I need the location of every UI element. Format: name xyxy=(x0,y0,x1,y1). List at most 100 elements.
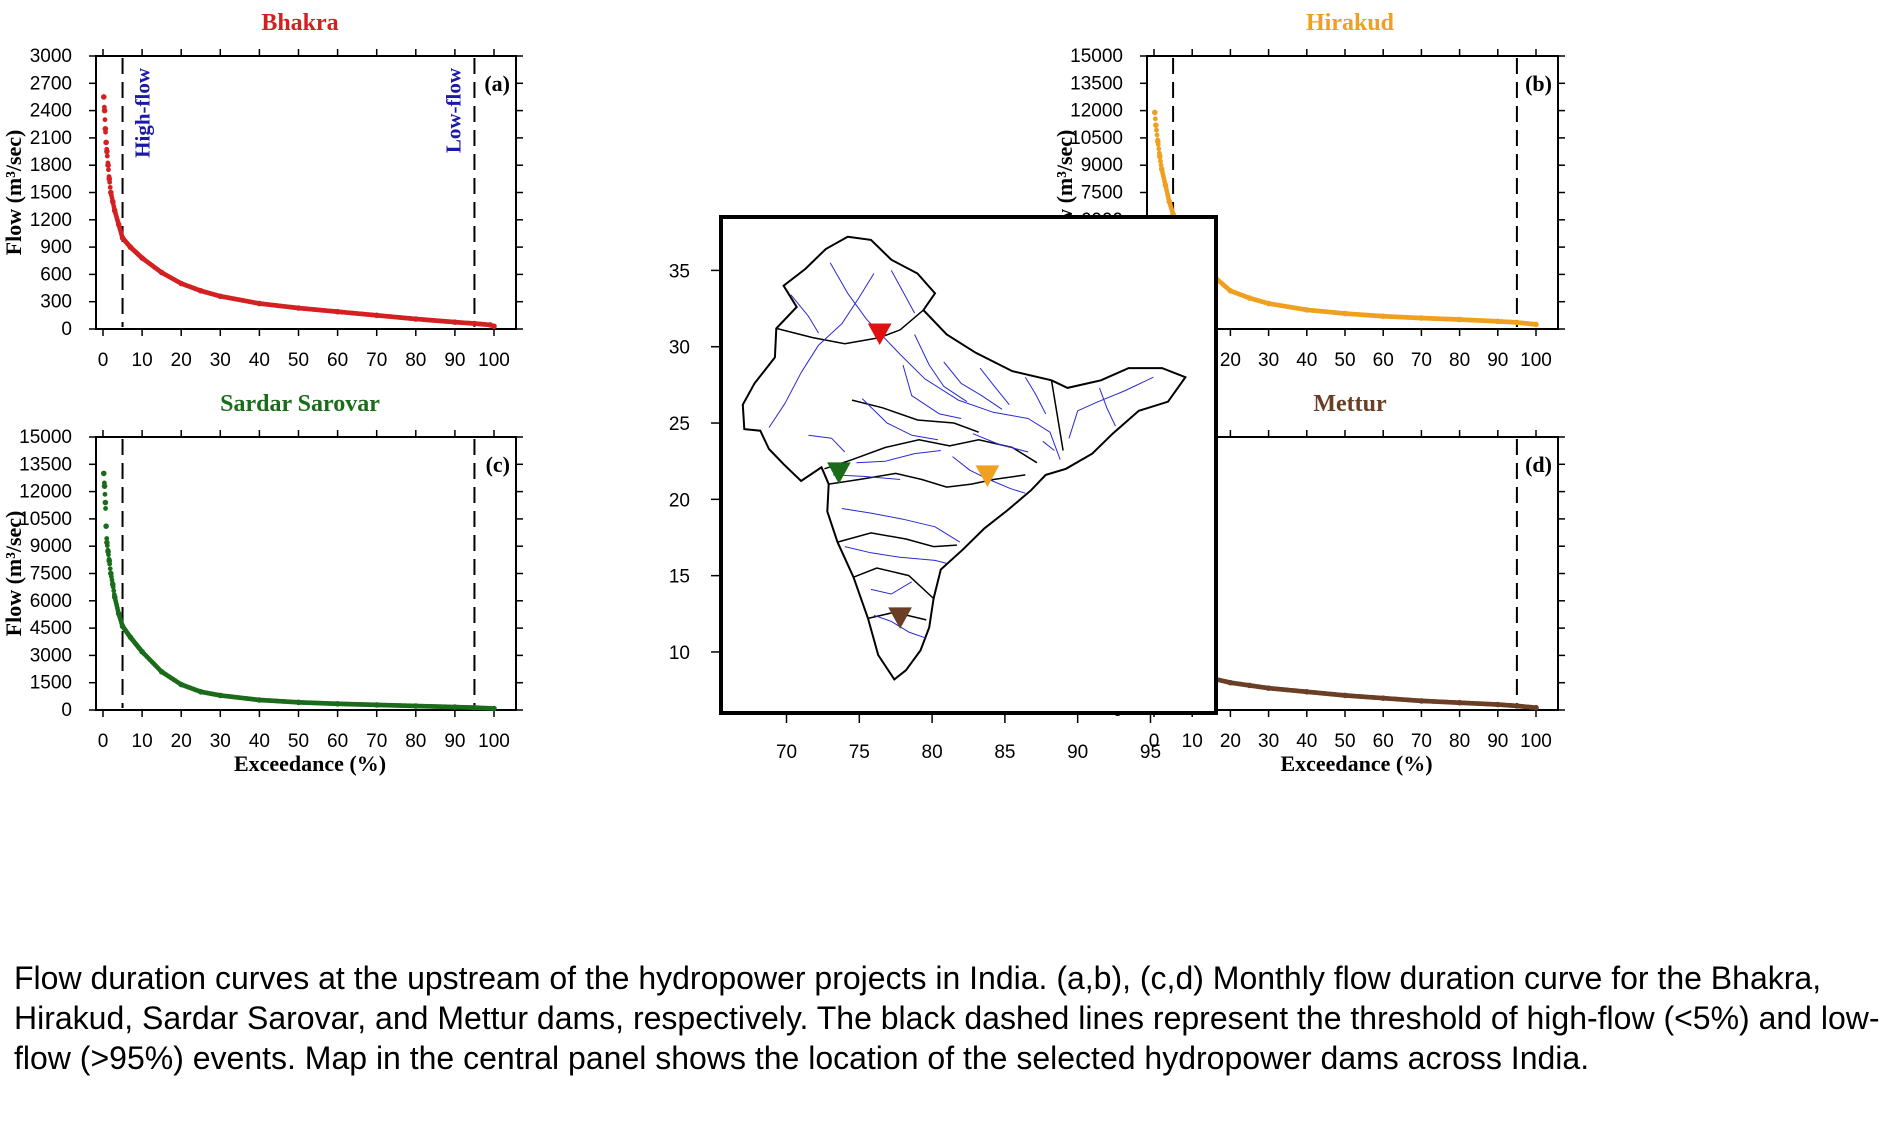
x-tick-label: 50 xyxy=(288,350,309,371)
panel-title: Bhakra xyxy=(261,10,338,36)
data-point xyxy=(119,235,126,241)
x-tick-label: 20 xyxy=(1220,731,1241,752)
x-tick-label: 40 xyxy=(1296,350,1317,371)
x-tick-label: 40 xyxy=(249,731,270,752)
data-point xyxy=(295,305,302,311)
curve-point xyxy=(102,491,108,497)
data-point xyxy=(1151,109,1158,116)
x-tick-label: 0 xyxy=(1149,731,1160,752)
curve-point xyxy=(107,566,113,572)
x-tick-label: 90 xyxy=(1487,731,1508,752)
y-tick-label: 1500 xyxy=(30,183,72,204)
y-tick-label: 12000 xyxy=(1070,101,1123,122)
data-point xyxy=(1533,704,1539,711)
map-y-tick-label: 20 xyxy=(669,490,690,511)
data-point xyxy=(158,269,165,276)
panel-title: Sardar Sarovar xyxy=(220,391,380,417)
x-axis-label: Exceedance (%) xyxy=(1280,751,1432,776)
data-point xyxy=(373,702,380,708)
data-point xyxy=(1514,703,1520,709)
data-point xyxy=(373,312,380,319)
x-tick-label: 70 xyxy=(1411,731,1432,752)
data-point xyxy=(1166,198,1173,205)
data-point xyxy=(106,557,113,564)
data-point xyxy=(139,255,145,261)
data-point xyxy=(256,697,263,703)
curve-point xyxy=(1152,116,1158,122)
data-point xyxy=(115,610,122,617)
river-line xyxy=(1099,387,1116,427)
data-point xyxy=(105,548,111,555)
y-tick-label: 0 xyxy=(61,700,72,721)
data-point xyxy=(1304,689,1310,695)
data-point xyxy=(139,648,145,655)
map-y-tick-label: 10 xyxy=(669,643,690,664)
river-line xyxy=(1068,376,1154,439)
data-point xyxy=(101,107,108,114)
river-line xyxy=(841,508,961,543)
curve-point xyxy=(102,117,108,123)
data-point xyxy=(115,221,122,228)
y-tick-label: 10500 xyxy=(19,509,72,530)
x-tick-label: 80 xyxy=(405,350,426,371)
data-point xyxy=(109,198,116,205)
data-point xyxy=(1495,318,1501,325)
data-point xyxy=(1155,138,1161,145)
x-tick-label: 60 xyxy=(327,731,348,752)
data-point xyxy=(1418,698,1425,704)
river-line xyxy=(943,361,1003,410)
y-tick-label: 2100 xyxy=(30,128,72,149)
basin-divide xyxy=(851,399,979,433)
data-point xyxy=(100,94,107,100)
panel-tag: (c) xyxy=(486,452,510,477)
x-tick-label: 90 xyxy=(444,731,465,752)
x-tick-label: 0 xyxy=(98,731,109,752)
river-line xyxy=(890,270,916,314)
y-tick-label: 1200 xyxy=(30,210,72,231)
river-line xyxy=(790,294,819,334)
data-point xyxy=(217,692,224,699)
river-line xyxy=(844,546,947,564)
india-basins-outline xyxy=(741,235,1187,681)
river-line xyxy=(979,367,1010,406)
river-line xyxy=(856,450,941,464)
x-tick-label: 100 xyxy=(478,350,510,371)
x-tick-label: 20 xyxy=(171,731,192,752)
data-point xyxy=(1227,287,1234,294)
x-tick-label: 60 xyxy=(1373,350,1394,371)
x-tick-label: 60 xyxy=(327,350,348,371)
data-point xyxy=(1456,699,1463,706)
data-point xyxy=(178,280,184,287)
map-x-tick-label: 95 xyxy=(1140,742,1161,763)
data-point xyxy=(217,293,224,300)
x-tick-label: 0 xyxy=(98,350,109,371)
x-tick-label: 50 xyxy=(1334,731,1355,752)
panel-tag: (d) xyxy=(1525,452,1552,477)
river-line xyxy=(870,581,912,595)
data-point xyxy=(452,704,458,710)
map-y-tick-label: 35 xyxy=(669,261,690,282)
data-point xyxy=(1304,307,1310,313)
dam-marker-icon xyxy=(867,323,892,346)
x-tick-label: 80 xyxy=(405,731,426,752)
india-map-panel: 70 75 80 85 90 95 10 15 20 25 30 35 xyxy=(669,215,1218,763)
y-tick-label: 3000 xyxy=(30,46,72,67)
x-tick-label: 70 xyxy=(1411,350,1432,371)
data-point xyxy=(1514,319,1520,326)
x-tick-label: 10 xyxy=(132,350,153,371)
y-tick-label: 9000 xyxy=(1081,155,1123,176)
data-point xyxy=(197,287,204,294)
x-tick-label: 30 xyxy=(1258,731,1279,752)
map-y-tick-label: 30 xyxy=(669,338,690,359)
data-point xyxy=(471,704,478,711)
data-point xyxy=(101,483,108,489)
data-point xyxy=(1158,166,1165,172)
map-y-tick-label: 15 xyxy=(669,567,690,588)
data-point xyxy=(103,523,109,529)
y-tick-label: 300 xyxy=(40,292,72,313)
data-point xyxy=(334,308,341,315)
data-point xyxy=(1380,313,1386,320)
figure-caption: Flow duration curves at the upstream of … xyxy=(14,960,1880,1076)
data-point xyxy=(1227,679,1234,686)
y-axis-label: Flow (m³/sec) xyxy=(1,511,26,637)
